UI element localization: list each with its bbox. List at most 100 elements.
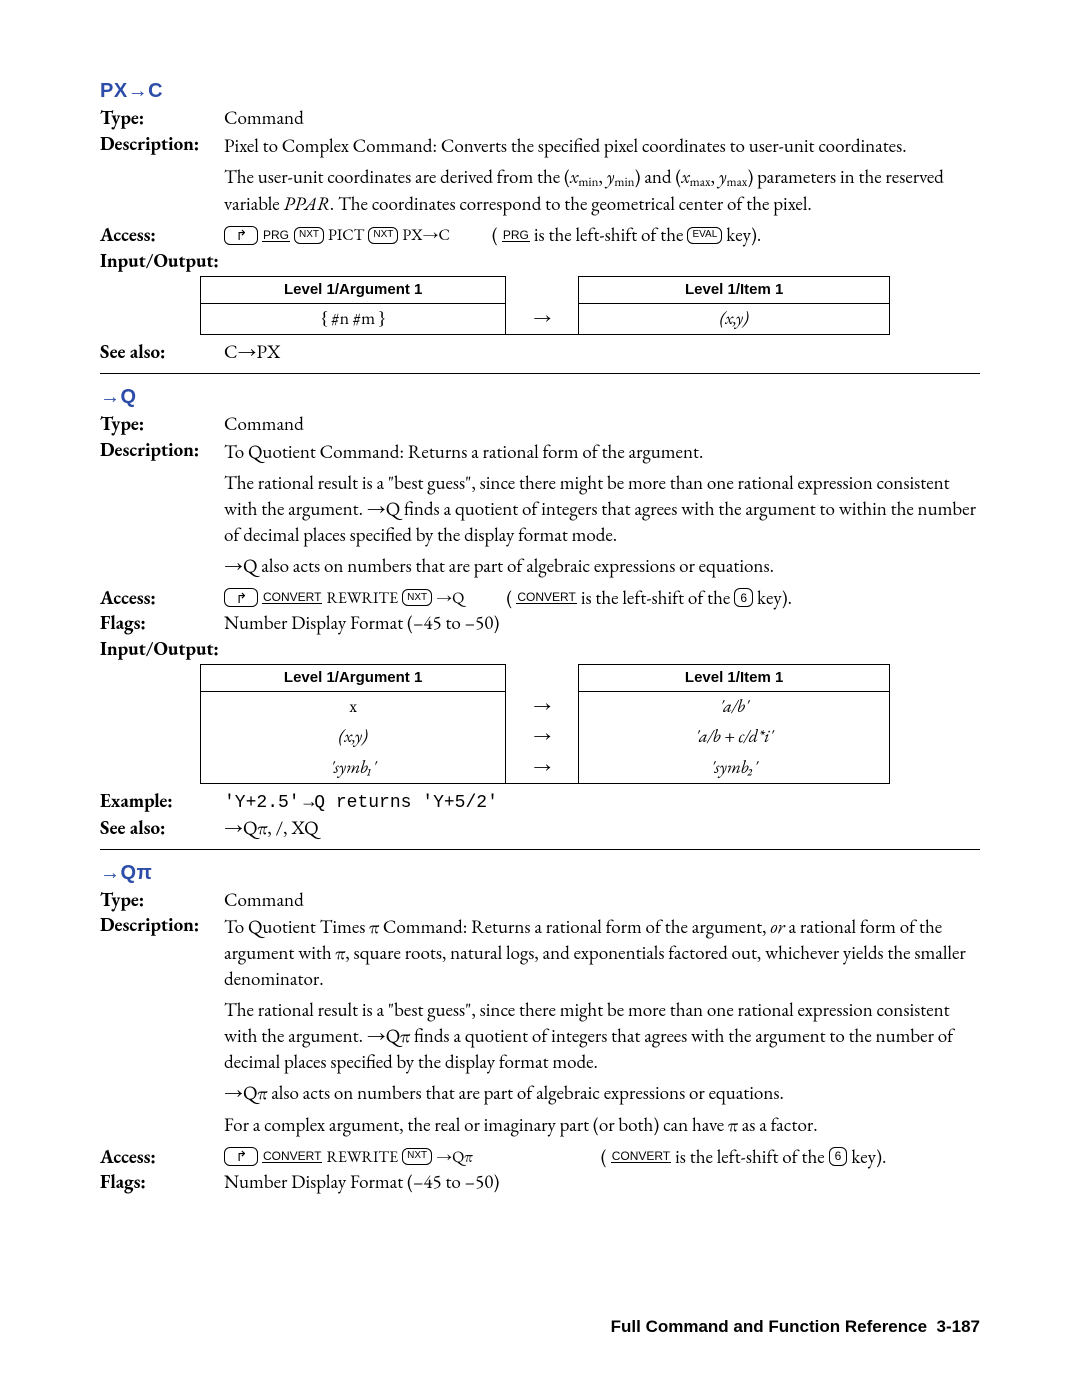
menu-rewrite: REWRITE: [326, 1146, 398, 1168]
type-label: Type:: [100, 105, 224, 131]
qpi-desc3: →Qπ also acts on numbers that are part o…: [224, 1080, 980, 1106]
access-label: Access:: [100, 585, 224, 611]
menu-pict: PICT: [328, 224, 364, 246]
flags-label: Flags:: [100, 610, 224, 636]
pxc-header: PX→C: [100, 78, 980, 105]
ex-mid: →Q returns: [303, 793, 422, 813]
six-key: 6: [829, 1147, 848, 1166]
cell: { #n #m }: [201, 304, 506, 335]
prg-softkey: PRG: [502, 229, 530, 242]
t: key).: [851, 1144, 886, 1170]
page-footer: Full Command and Function Reference 3-18…: [611, 1316, 980, 1339]
paren-open: (: [601, 1144, 607, 1170]
nxt-key: NXT: [402, 589, 432, 606]
qpi-desc2: The rational result is a "best guess", s…: [224, 997, 980, 1074]
or: or: [770, 914, 784, 939]
col-arg: Level 1/Argument 1: [201, 664, 506, 691]
arrow-icon: →: [506, 753, 579, 784]
q-type: Command: [224, 411, 980, 437]
q-example: 'Y+2.5' →Q returns 'Y+5/2': [224, 788, 980, 815]
menu-q: →Q: [436, 587, 464, 609]
paren-open: (: [506, 585, 512, 611]
cell: 'symb₁': [201, 753, 506, 784]
xmin-sub: min: [578, 173, 598, 190]
xmax: x: [681, 164, 689, 189]
pxc-type: Command: [224, 105, 980, 131]
type-label: Type:: [100, 887, 224, 913]
qpi-desc4: For a complex argument, the real or imag…: [224, 1112, 980, 1138]
arrow-icon: →: [506, 304, 579, 335]
access-label: Access:: [100, 1144, 224, 1170]
pxc-desc2: The user-unit coordinates are derived fr…: [224, 164, 980, 216]
menu-qpi: →Qπ: [436, 1146, 473, 1168]
qpi-desc: To Quotient Times π Command: Returns a r…: [224, 912, 980, 1143]
cell: 'symb₂': [579, 753, 890, 784]
cell: (x,y): [201, 722, 506, 752]
convert-softkey: CONVERT: [262, 1150, 322, 1163]
pxc-see-also: C→PX: [224, 339, 980, 365]
q-io-table: Level 1/Argument 1 Level 1/Item 1 x → 'a…: [200, 664, 890, 784]
section-pxc: PX→C Type: Command Description: Pixel to…: [100, 78, 980, 365]
q-desc1: To Quotient Command: Returns a rational …: [224, 439, 980, 465]
arrow-icon: →: [506, 691, 579, 722]
col-item: Level 1/Item 1: [579, 664, 890, 691]
see-also-label: See also:: [100, 339, 224, 365]
q-desc: To Quotient Command: Returns a rational …: [224, 437, 980, 585]
ppar: PPAR: [283, 191, 329, 216]
page: PX→C Type: Command Description: Pixel to…: [0, 0, 1080, 1397]
cell: 'a/b + c/d*i': [579, 722, 890, 752]
convert-softkey: CONVERT: [262, 591, 322, 604]
q-desc2: The rational result is a "best guess", s…: [224, 470, 980, 547]
prg-softkey: PRG: [262, 229, 290, 242]
left-shift-key: ↱: [224, 588, 258, 607]
six-key: 6: [734, 588, 753, 607]
section-qpi: →Qπ Type: Command Description: To Quotie…: [100, 849, 980, 1195]
menu-pxc: PX→C: [402, 224, 450, 246]
col-arg: Level 1/Argument 1: [201, 276, 506, 303]
t: . The coordinates correspond to the geom…: [330, 191, 812, 216]
t: ) and (: [635, 164, 682, 189]
paren-open: (: [492, 222, 498, 248]
qpi-access: ↱ CONVERTREWRITE NXT →Qπ (CONVERT is the…: [224, 1144, 980, 1170]
t: is the left-shift of the: [581, 585, 731, 611]
t: is the left-shift of the: [675, 1144, 825, 1170]
xmax-sub: max: [690, 173, 711, 190]
t: key).: [757, 585, 792, 611]
cell: (x,y): [579, 304, 890, 335]
nxt-key: NXT: [294, 227, 324, 244]
convert-softkey: CONVERT: [516, 591, 576, 604]
q-access: ↱ CONVERT REWRITE NXT →Q ( CONVERT is the…: [224, 585, 980, 611]
qpi-type: Command: [224, 887, 980, 913]
menu-rewrite: REWRITE: [326, 587, 398, 609]
qpi-desc1: To Quotient Times π Command: Returns a r…: [224, 914, 980, 991]
desc-label: Description:: [100, 131, 224, 157]
left-shift-key: ↱: [224, 226, 258, 245]
flags-label: Flags:: [100, 1169, 224, 1195]
col-item: Level 1/Item 1: [579, 276, 890, 303]
section-q: →Q Type: Command Description: To Quotien…: [100, 373, 980, 841]
desc-label: Description:: [100, 437, 224, 463]
q-desc3: →Q also acts on numbers that are part of…: [224, 553, 980, 579]
q-flags: Number Display Format (–45 to –50): [224, 610, 980, 636]
qpi-header: →Qπ: [100, 860, 980, 887]
ex-out: 'Y+5/2': [422, 793, 498, 813]
desc-label: Description:: [100, 912, 224, 938]
io-label: Input/Output:: [100, 636, 224, 662]
convert-softkey: CONVERT: [611, 1150, 671, 1163]
footer-title: Full Command and Function Reference: [611, 1317, 927, 1336]
t: is the left-shift of the: [534, 222, 684, 248]
qpi-flags: Number Display Format (–45 to –50): [224, 1169, 980, 1195]
see-also-label: See also:: [100, 815, 224, 841]
left-shift-key: ↱: [224, 1147, 258, 1166]
cell: 'a/b': [579, 691, 890, 722]
ymin-sub: min: [614, 173, 634, 190]
t: key).: [726, 222, 761, 248]
pxc-desc: Pixel to Complex Command: Converts the s…: [224, 131, 980, 223]
ex-in: 'Y+2.5': [224, 793, 300, 813]
nxt-key: NXT: [368, 227, 398, 244]
pxc-access: ↱ PRG NXT PICT NXT PX→C ( PRG is the lef…: [224, 222, 980, 248]
access-label: Access:: [100, 222, 224, 248]
type-label: Type:: [100, 411, 224, 437]
q-header: →Q: [100, 384, 980, 411]
pxc-desc1: Pixel to Complex Command: Converts the s…: [224, 133, 980, 159]
